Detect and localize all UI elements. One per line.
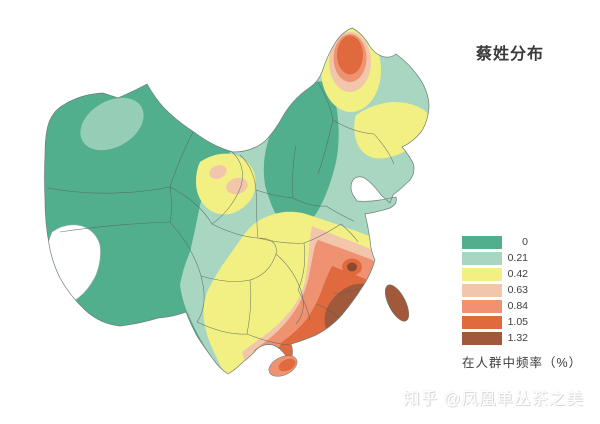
region-level0-northcentral [263,81,339,230]
hainan-island [268,355,298,377]
se-hotspot-core [347,262,357,272]
region-level2-gansu [196,153,256,215]
watermark: 知乎 @凤凰单丛茶之美 [403,390,584,408]
legend: 0 0.21 0.42 0.63 0.84 1.05 1.32 在人群中频率（%… [462,236,582,371]
legend-caption: 在人群中频率（%） [462,356,583,370]
legend-swatch [462,252,502,265]
china-outline [44,27,430,375]
legend-item: 1.32 [462,332,582,345]
region-gansu-spot-1 [209,165,227,179]
legend-item: 0.21 [462,252,582,265]
legend-swatch [462,268,502,281]
legend-value: 1.05 [507,316,528,328]
legend-item: 0.84 [462,300,582,313]
legend-item: 0.42 [462,268,582,281]
legend-swatch [462,332,502,345]
legend-value: 0.42 [507,268,528,280]
legend-item: 0.63 [462,284,582,297]
legend-swatch [462,316,502,329]
hainan-core [278,358,296,372]
region-level2-northeast [354,102,429,159]
taiwan-island [384,284,410,322]
legend-item: 0 [462,236,582,249]
legend-swatch [462,236,502,249]
legend-swatch [462,300,502,313]
legend-swatch [462,284,502,297]
legend-value: 1.32 [507,332,528,344]
page-title: 蔡姓分布 [476,46,545,63]
region-gansu-spot-2 [226,177,248,195]
province-border-lines [47,81,395,346]
legend-value: 0.63 [507,284,528,296]
legend-value: 0.84 [507,300,528,312]
region-xinjiang-light-patch [80,97,144,151]
legend-item: 1.05 [462,316,582,329]
legend-value: 0 [522,236,528,248]
legend-value: 0.21 [507,252,528,264]
ne-hotspot-core [337,35,363,75]
